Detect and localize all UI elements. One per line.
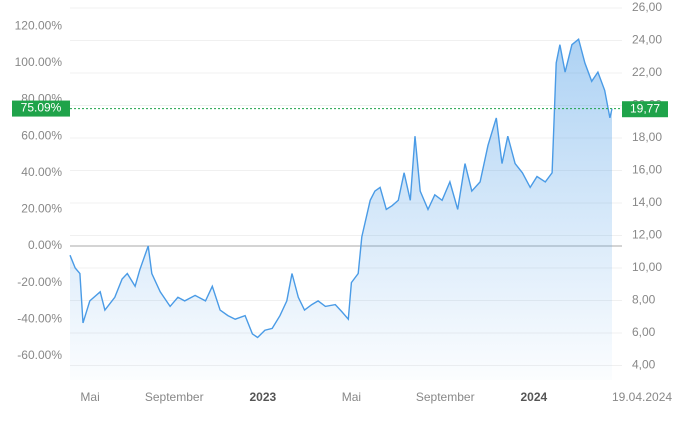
x-tick-label: 2024 [520, 390, 547, 404]
y2-tick-label: 4,00 [632, 358, 656, 372]
y2-tick-label: 14,00 [632, 195, 662, 209]
x-tick-label: Mai [342, 390, 361, 404]
y2-tick-label: 22,00 [632, 65, 662, 79]
x-tick-label: Mai [80, 390, 99, 404]
y-tick-label: 20.00% [21, 202, 62, 216]
y2-tick-label: 24,00 [632, 33, 662, 47]
y-tick-label: 60.00% [21, 128, 62, 142]
y2-tick-label: 16,00 [632, 163, 662, 177]
y-tick-label: -20.00% [17, 275, 62, 289]
y-tick-label: 100.00% [15, 55, 63, 69]
y2-tick-label: 18,00 [632, 130, 662, 144]
y-tick-label: 40.00% [21, 165, 62, 179]
current-tag [12, 100, 70, 117]
price-tag [622, 101, 668, 118]
current-label: 75.09% [21, 101, 62, 115]
area [70, 39, 612, 380]
y-tick-label: -40.00% [17, 311, 62, 325]
x-tick-label: 19.04.2024 [612, 390, 672, 404]
y2-tick-label: 26,00 [632, 0, 662, 14]
y2-tick-label: 8,00 [632, 293, 656, 307]
price-label: 19,77 [630, 101, 660, 115]
y2-tick-label: 6,00 [632, 325, 656, 339]
y-tick-label: 120.00% [15, 19, 63, 33]
y-tick-label: -60.00% [17, 348, 62, 362]
y2-tick-label: 10,00 [632, 260, 662, 274]
line [69, 37, 613, 339]
x-tick-label: 2023 [249, 390, 276, 404]
y2-tick-label: 12,00 [632, 228, 662, 242]
x-tick-label: September [416, 390, 475, 404]
x-tick-label: September [145, 390, 204, 404]
y-tick-label: 0.00% [28, 238, 62, 252]
